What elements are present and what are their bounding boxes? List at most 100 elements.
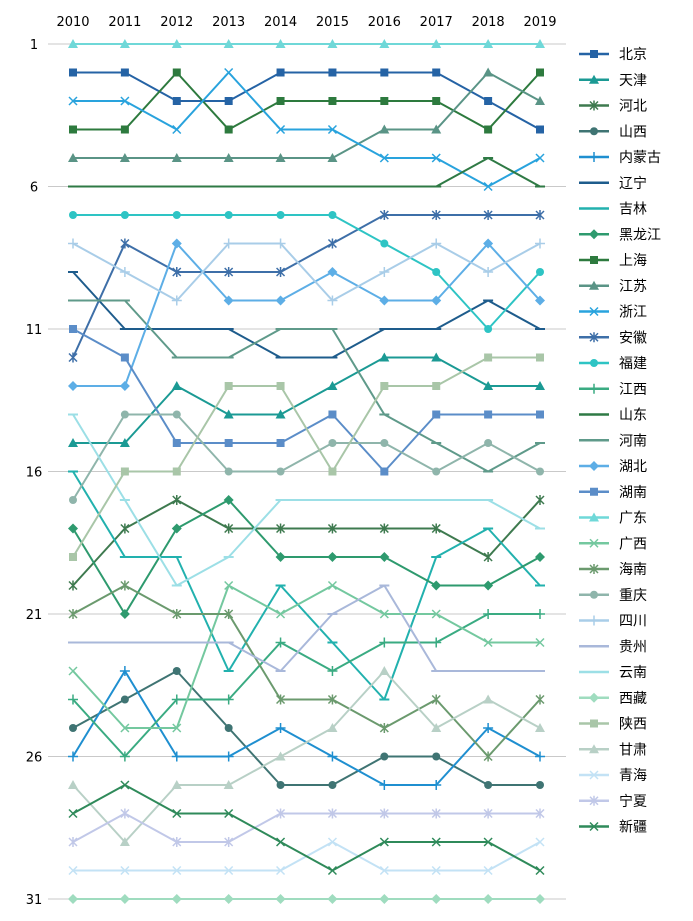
series-line [72, 812, 540, 843]
series-line [73, 242, 541, 387]
legend-item: 青海 [579, 768, 647, 784]
data-point [275, 39, 286, 48]
data-point [172, 267, 182, 277]
data-point [172, 723, 182, 733]
data-point [172, 865, 182, 876]
data-point [328, 410, 337, 419]
series-line [72, 242, 541, 302]
data-point [68, 153, 78, 162]
legend-label: 宁夏 [619, 793, 647, 810]
series-line [72, 670, 540, 786]
legend-label: 云南 [619, 665, 647, 681]
data-point [120, 467, 129, 476]
data-point [431, 124, 442, 134]
data-point [172, 495, 182, 505]
data-point [535, 609, 545, 619]
data-point [535, 865, 545, 876]
data-point [224, 523, 234, 534]
data-point [379, 837, 389, 847]
data-point [327, 238, 337, 249]
legend-label: 湖南 [619, 485, 647, 501]
series-25 [68, 413, 545, 587]
data-point [536, 781, 544, 789]
series-line [73, 71, 541, 159]
legend-label: 黑龙江 [619, 227, 661, 243]
data-point [327, 865, 337, 876]
data-point [68, 694, 78, 705]
series-22 [69, 410, 544, 504]
data-point [327, 267, 338, 277]
legend-label: 新疆 [619, 820, 647, 836]
legend-item: 江西 [579, 382, 647, 398]
legend-label: 内蒙古 [619, 150, 661, 166]
data-point [119, 894, 130, 904]
data-point [119, 609, 130, 619]
legend-swatch-marker [589, 795, 599, 806]
legend-swatch-marker [590, 719, 598, 728]
data-point [536, 68, 544, 77]
data-point [120, 808, 130, 819]
data-point [379, 552, 390, 562]
data-point [535, 495, 545, 505]
series-line [72, 214, 540, 358]
data-point [171, 523, 182, 534]
data-point [327, 124, 337, 135]
data-point [327, 552, 338, 562]
legend-label: 辽宁 [619, 175, 647, 192]
data-point [275, 153, 286, 162]
data-point [171, 238, 182, 249]
data-point [379, 210, 389, 220]
legend-item: 河南 [579, 433, 647, 449]
data-point [275, 894, 286, 904]
data-point [276, 97, 285, 105]
data-point [276, 68, 285, 77]
data-point [535, 39, 545, 48]
data-point [327, 808, 337, 819]
legend-item: 重庆 [579, 588, 647, 604]
data-point [483, 381, 494, 390]
legend-swatch-marker [589, 306, 599, 317]
series-line [72, 584, 541, 758]
data-point [119, 438, 130, 447]
data-point [327, 894, 338, 904]
legend-label: 重庆 [619, 588, 647, 604]
data-point [172, 124, 182, 135]
data-point [276, 808, 286, 819]
legend-item: 山西 [579, 124, 647, 140]
data-point [379, 295, 390, 306]
data-point [223, 495, 234, 505]
data-point [484, 781, 493, 789]
data-point [380, 68, 389, 77]
data-point [276, 382, 285, 390]
y-tick-label: 1 [30, 38, 38, 53]
data-point [327, 694, 337, 705]
data-point [69, 553, 77, 561]
data-point [119, 666, 130, 676]
data-point [224, 267, 234, 277]
data-point [276, 124, 286, 135]
data-point [68, 352, 78, 363]
legend-swatch-marker [590, 50, 598, 58]
data-point [483, 894, 494, 904]
data-point [172, 808, 182, 819]
data-point [535, 96, 545, 105]
data-point [432, 97, 441, 105]
series-17 [68, 238, 545, 391]
data-point [171, 894, 182, 904]
data-point [171, 694, 182, 705]
data-point [380, 752, 389, 761]
data-point [483, 267, 494, 277]
data-point [535, 210, 545, 220]
data-point [327, 723, 338, 732]
data-point [328, 467, 337, 476]
data-point [276, 439, 285, 447]
data-point [224, 382, 233, 390]
legend-swatch-marker [589, 692, 599, 703]
data-point [327, 666, 338, 676]
data-point [172, 667, 181, 675]
data-point [431, 153, 441, 163]
data-point [432, 382, 441, 390]
series-31 [68, 780, 545, 876]
data-point [120, 125, 129, 134]
